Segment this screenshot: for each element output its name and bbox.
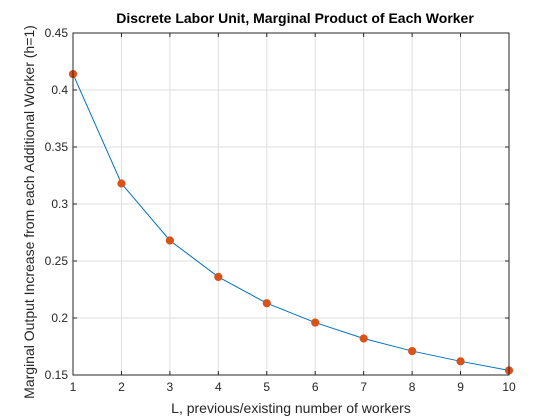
x-tick-label: 2 <box>118 380 125 394</box>
data-point <box>456 357 465 366</box>
y-tick-label: 0.45 <box>45 26 69 40</box>
x-tick-label: 1 <box>70 380 77 394</box>
data-point <box>165 236 174 245</box>
y-tick-label: 0.25 <box>45 254 69 268</box>
series-line <box>72 73 510 371</box>
y-axis-label: Marginal Output Increase from each Addit… <box>21 25 37 399</box>
chart-title: Discrete Labor Unit, Marginal Product of… <box>116 10 474 26</box>
data-point <box>262 299 271 308</box>
x-tick-label: 10 <box>502 380 516 394</box>
y-tick-label: 0.2 <box>51 311 68 325</box>
x-tick-label: 4 <box>215 380 222 394</box>
x-tick-label: 5 <box>263 380 270 394</box>
data-point <box>359 334 368 343</box>
plot-series <box>68 69 514 375</box>
x-tick-label: 7 <box>360 380 367 394</box>
x-axis-label: L, previous/existing number of workers <box>171 400 411 416</box>
y-tick-label: 0.3 <box>51 197 68 211</box>
y-tick-label: 0.15 <box>45 368 69 382</box>
x-tick-label: 6 <box>312 380 319 394</box>
x-tick-label: 8 <box>409 380 416 394</box>
data-point <box>408 346 417 356</box>
y-tick-label: 0.35 <box>45 140 69 154</box>
data-point <box>117 179 126 188</box>
axes: 1 2 3 4 5 6 7 8 9 10 0.15 0.2 0.25 0.3 0.35 0.4 0.45 <box>45 26 516 394</box>
data-point <box>214 272 223 282</box>
x-tick-label: 3 <box>167 380 174 394</box>
x-tick-label: 9 <box>457 380 464 394</box>
chart-text: Discrete Labor Unit, Marginal Product of… <box>21 10 474 416</box>
data-point <box>311 318 320 327</box>
y-tick-label: 0.4 <box>51 83 68 97</box>
